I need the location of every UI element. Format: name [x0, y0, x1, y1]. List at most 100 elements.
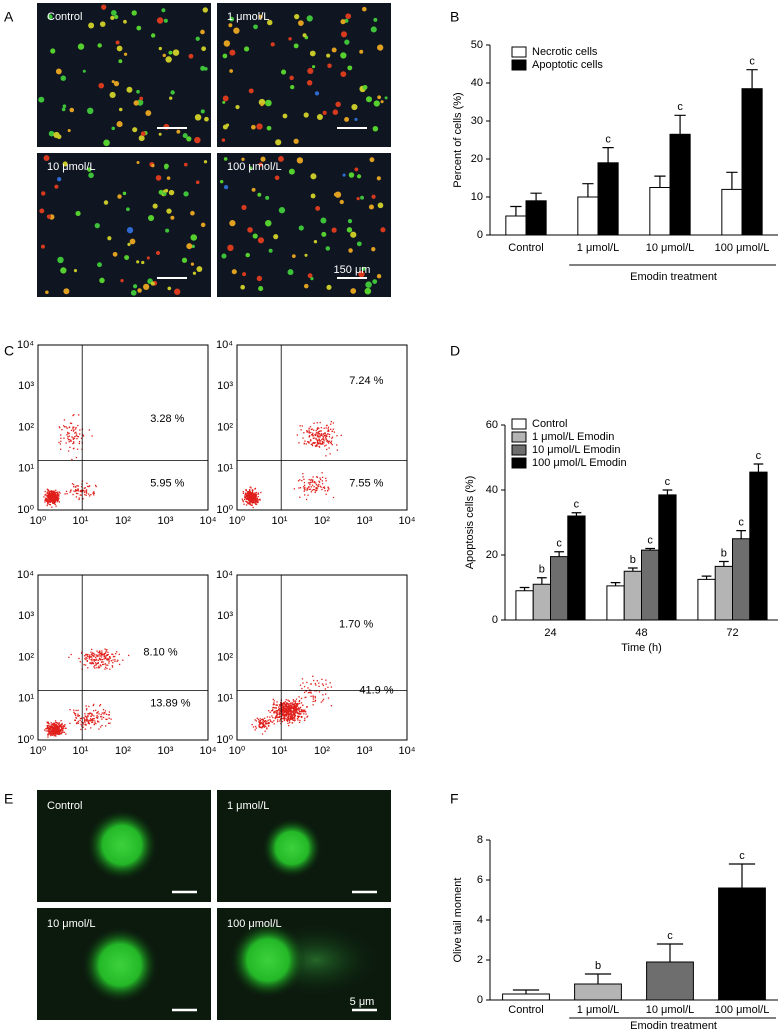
cell-dot: [46, 504, 48, 507]
cell-dot: [330, 423, 332, 425]
cell-dot: [167, 286, 172, 291]
cell-dot: [308, 691, 311, 694]
cell-dot: [100, 654, 102, 656]
cell-dot: [105, 652, 107, 654]
cell-dot: [380, 100, 384, 104]
cell-dot: [163, 18, 168, 23]
cell-dot: [242, 492, 245, 495]
cell-dot: [222, 124, 228, 130]
cell-dot: [297, 707, 300, 709]
cell-dot: [300, 712, 302, 715]
cell-dot: [170, 215, 175, 220]
cell-dot: [73, 713, 76, 715]
cell-dot: [317, 431, 320, 433]
legend-swatch: [511, 444, 527, 456]
bar: [574, 983, 622, 1001]
cell-dot: [51, 723, 53, 726]
cell-dot: [283, 708, 285, 710]
cell-dot: [287, 703, 290, 705]
cell-dot: [311, 480, 314, 482]
cell-dot: [87, 715, 89, 718]
cell-dot: [244, 496, 246, 498]
cell-dot: [323, 440, 325, 442]
bar: [550, 556, 569, 621]
cell-dot: [91, 662, 93, 664]
cell-dot: [297, 716, 300, 719]
x-tick-label: 10⁰: [229, 515, 246, 527]
cell-dot: [277, 711, 279, 713]
cell-dot: [247, 492, 250, 494]
cell-dot: [308, 431, 311, 433]
cell-dot: [253, 494, 255, 496]
cell-dot: [281, 702, 283, 705]
cell-dot: [298, 700, 301, 702]
cell-dot: [56, 725, 58, 727]
cell-dot: [72, 430, 75, 432]
cell-dot: [279, 719, 282, 721]
cell-dot: [186, 243, 193, 250]
cell-dot: [278, 712, 280, 714]
cell-dot: [259, 726, 262, 729]
cell-dot: [88, 485, 90, 488]
cell-dot: [289, 716, 291, 718]
cell-dot: [311, 433, 314, 436]
cell-dot: [302, 704, 304, 706]
cell-dot: [94, 222, 100, 229]
cell-dot: [288, 706, 290, 708]
x-tick-label: 10⁰: [229, 745, 246, 757]
cell-dot: [249, 491, 252, 494]
cell-dot: [288, 705, 290, 707]
cell-dot: [285, 705, 288, 707]
cell-dot: [91, 718, 94, 720]
cell-dot: [321, 483, 324, 485]
cell-dot: [92, 704, 94, 707]
cell-dot: [82, 717, 85, 719]
cell-dot: [316, 113, 323, 120]
cell-dot: [257, 492, 259, 494]
cell-dot: [281, 717, 283, 720]
cell-dot: [120, 278, 124, 283]
cell-dot: [53, 491, 56, 494]
cell-dot: [320, 443, 322, 445]
cell-dot: [88, 658, 90, 660]
cell-dot: [60, 434, 62, 436]
cell-dot: [252, 233, 258, 239]
y-tick-label: 8: [477, 834, 483, 846]
cell-dot: [311, 484, 314, 486]
cell-dot: [107, 714, 110, 716]
cell-dot: [325, 444, 327, 446]
cell-dot: [204, 116, 209, 122]
cell-dot: [72, 493, 74, 496]
cell-dot: [273, 711, 275, 713]
cell-dot: [74, 713, 77, 715]
cell-dot: [329, 428, 332, 430]
error-bar: [554, 551, 564, 557]
cell-dot: [58, 724, 61, 726]
cell-dot: [252, 494, 254, 496]
cell-dot: [240, 284, 245, 290]
cell-dot: [86, 708, 88, 710]
cell-dot: [258, 286, 264, 292]
error-bar: [571, 512, 582, 516]
y-tick-label: 10⁴: [17, 339, 34, 351]
cell-dot: [279, 704, 282, 706]
cell-dot: [47, 730, 50, 732]
cell-dot: [294, 711, 297, 714]
cell-dot: [322, 698, 325, 700]
cell-dot: [244, 494, 246, 496]
cell-dot: [258, 162, 263, 167]
cell-dot: [94, 484, 97, 487]
bar: [577, 196, 599, 236]
cell-dot: [297, 703, 299, 705]
error-bar: [726, 171, 738, 190]
cell-dot: [44, 490, 46, 493]
cell-dot: [93, 653, 96, 655]
cell-dot: [316, 428, 319, 431]
cell-dot: [87, 107, 94, 115]
cell-dot: [62, 728, 64, 730]
error-bar: [519, 586, 530, 591]
cell-dot: [312, 479, 314, 481]
cell-dot: [286, 707, 288, 709]
cell-dot: [56, 722, 58, 724]
cell-dot: [55, 505, 57, 507]
